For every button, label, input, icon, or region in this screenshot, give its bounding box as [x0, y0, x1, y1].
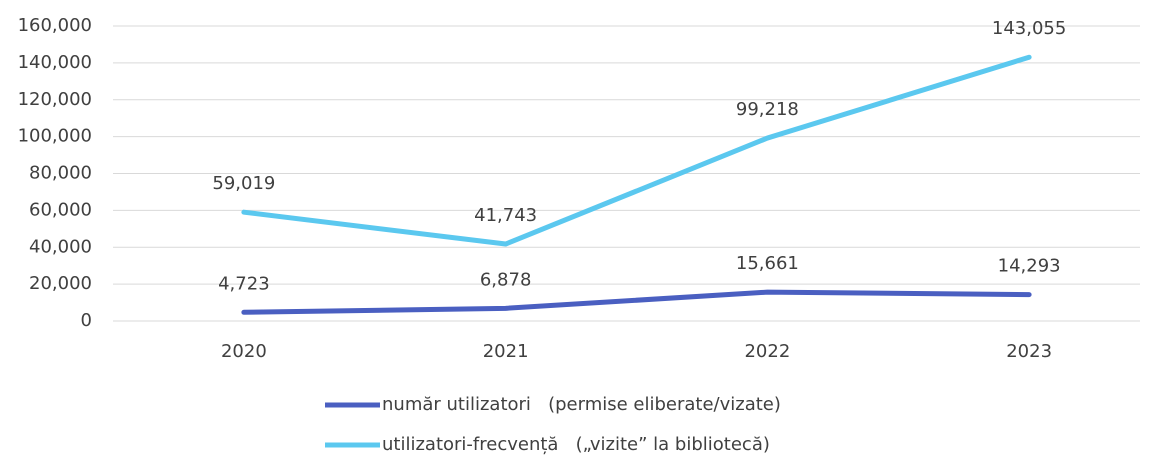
- data-label: 143,055: [992, 18, 1066, 39]
- legend-label: utilizatori-frecvență („vizite” la bibli…: [382, 434, 770, 455]
- series-line: [241, 289, 1032, 315]
- x-tick-label: 2020: [221, 341, 267, 362]
- y-tick-label: 60,000: [29, 199, 92, 220]
- x-tick-label: 2021: [483, 341, 529, 362]
- legend-label: număr utilizatori (permise eliberate/viz…: [382, 394, 781, 415]
- data-label: 99,218: [736, 99, 799, 120]
- series-line: [241, 54, 1032, 247]
- data-label: 6,878: [480, 269, 532, 290]
- data-label: 14,293: [998, 256, 1061, 277]
- y-tick-label: 0: [81, 310, 92, 331]
- y-tick-label: 100,000: [18, 126, 92, 147]
- y-tick-label: 120,000: [18, 89, 92, 110]
- data-label: 15,661: [736, 253, 799, 274]
- x-tick-label: 2023: [1006, 341, 1052, 362]
- data-label: 41,743: [474, 205, 537, 226]
- data-label: 4,723: [218, 273, 270, 294]
- x-tick-label: 2022: [744, 341, 790, 362]
- y-tick-label: 40,000: [29, 236, 92, 257]
- data-label: 59,019: [212, 173, 275, 194]
- y-tick-label: 140,000: [18, 52, 92, 73]
- y-tick-label: 160,000: [18, 15, 92, 36]
- y-tick-label: 20,000: [29, 273, 92, 294]
- y-tick-label: 80,000: [29, 163, 92, 184]
